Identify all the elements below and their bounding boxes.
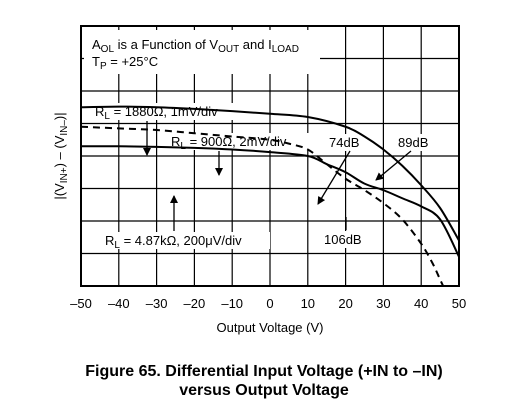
- db74-label: 74dB: [329, 135, 359, 150]
- x-tick-label: –30: [146, 296, 168, 311]
- db74-arrow: [317, 150, 351, 205]
- r1-label: RL = 1880Ω, 1mV/div: [95, 104, 218, 122]
- chart: AOL is a Function of VOUT and ILOAD TP =…: [52, 25, 466, 335]
- temperature-annotation: TP = +25°C: [92, 54, 158, 72]
- x-tick-label: –10: [221, 296, 243, 311]
- series-line-1: [81, 105, 459, 242]
- x-axis-label: Output Voltage (V): [217, 320, 324, 335]
- plot-frame: [80, 25, 460, 287]
- x-tick-label: –50: [70, 296, 92, 311]
- y-axis-label: |(VIN+) – (VIN–)|: [52, 112, 70, 199]
- x-tick-labels: –50 –40 –30 –20 –10 0 10 20 30 40 50: [70, 296, 466, 311]
- db89-label: 89dB: [398, 135, 428, 150]
- x-tick-label: 0: [266, 296, 273, 311]
- x-tick-label: 20: [338, 296, 352, 311]
- series-line-3: [81, 145, 459, 258]
- title-box: [84, 30, 320, 74]
- caption-line-2: versus Output Voltage: [179, 382, 349, 399]
- x-tick-label: –20: [184, 296, 206, 311]
- x-tick-label: –40: [108, 296, 130, 311]
- x-tick-label: 50: [452, 296, 466, 311]
- r3-label: RL = 4.87kΩ, 200μV/div: [105, 233, 242, 251]
- caption-line-1: Figure 65. Differential Input Voltage (+…: [85, 363, 443, 380]
- figure-caption: Figure 65. Differential Input Voltage (+…: [0, 362, 528, 400]
- r2-label: RL = 900Ω, 2mV/div: [171, 134, 287, 152]
- db106-label: 106dB: [324, 232, 362, 247]
- title-annotation: AOL is a Function of VOUT and ILOAD: [92, 37, 299, 55]
- x-tick-label: 40: [414, 296, 428, 311]
- db89-arrow: [375, 150, 412, 181]
- x-tick-label: 10: [301, 296, 315, 311]
- x-tick-label: 30: [376, 296, 390, 311]
